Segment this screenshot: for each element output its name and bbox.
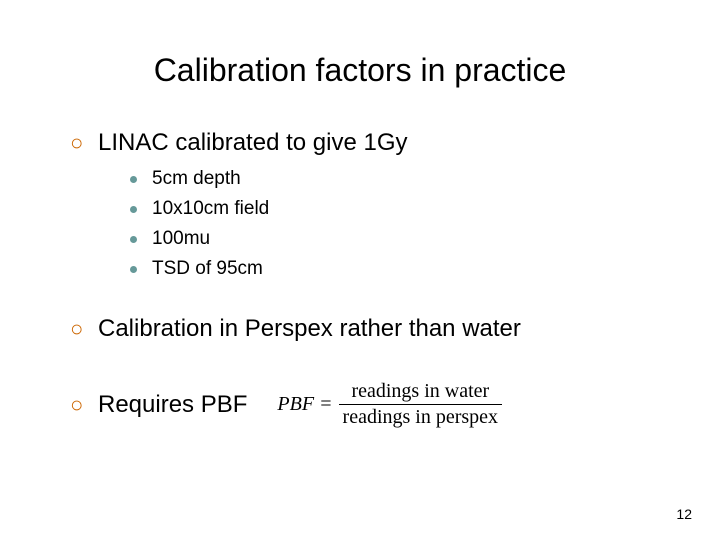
sub-bullet-text: 5cm depth (152, 166, 241, 192)
formula-numerator: readings in water (347, 380, 493, 403)
circle-bullet-icon: ○ (70, 128, 98, 158)
sub-bullet-text: 100mu (152, 226, 210, 252)
circle-bullet-icon: ○ (70, 314, 98, 344)
bullet-l1: ○ Calibration in Perspex rather than wat… (70, 314, 650, 344)
bullet-text: LINAC calibrated to give 1Gy (98, 128, 407, 158)
dot-icon (130, 196, 152, 222)
bullet-text: Calibration in Perspex rather than water (98, 314, 521, 344)
formula-lhs: PBF = (277, 393, 332, 416)
sub-bullet: 100mu (130, 226, 650, 252)
sub-bullet: 5cm depth (130, 166, 650, 192)
bullet-l1-pbf: ○ Requires PBF PBF = readings in water r… (70, 380, 650, 429)
sub-bullet-text: 10x10cm field (152, 196, 269, 222)
circle-bullet-icon: ○ (70, 390, 98, 420)
pbf-formula: PBF = readings in water readings in pers… (277, 380, 502, 429)
sub-bullet-text: TSD of 95cm (152, 256, 263, 282)
formula-denominator: readings in perspex (339, 406, 503, 429)
sub-bullet: 10x10cm field (130, 196, 650, 222)
dot-icon (130, 256, 152, 282)
dot-icon (130, 166, 152, 192)
sub-bullet-list: 5cm depth 10x10cm field 100mu TSD of 95c… (130, 166, 650, 282)
bullet-text: Requires PBF (98, 390, 247, 420)
sub-bullet: TSD of 95cm (130, 256, 650, 282)
slide-body: ○ LINAC calibrated to give 1Gy 5cm depth… (70, 128, 650, 429)
dot-icon (130, 226, 152, 252)
formula-fraction: readings in water readings in perspex (339, 380, 503, 429)
slide-title: Calibration factors in practice (0, 52, 720, 89)
fraction-bar-icon (339, 404, 503, 405)
bullet-l1: ○ LINAC calibrated to give 1Gy (70, 128, 650, 158)
page-number: 12 (676, 506, 692, 522)
slide: Calibration factors in practice ○ LINAC … (0, 0, 720, 540)
